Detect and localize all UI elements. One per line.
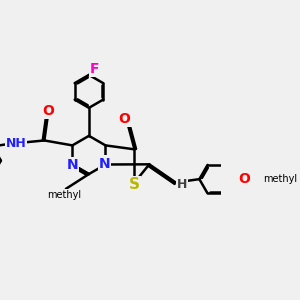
Text: N: N — [99, 157, 110, 170]
Text: NH: NH — [6, 136, 26, 150]
Text: methyl: methyl — [47, 190, 81, 200]
Text: O: O — [118, 112, 130, 126]
Text: O: O — [238, 172, 250, 186]
Text: F: F — [90, 62, 100, 76]
Text: H: H — [177, 178, 188, 190]
Text: N: N — [67, 158, 78, 172]
Text: O: O — [43, 104, 55, 118]
Text: methyl: methyl — [264, 174, 298, 184]
Text: S: S — [129, 177, 140, 192]
